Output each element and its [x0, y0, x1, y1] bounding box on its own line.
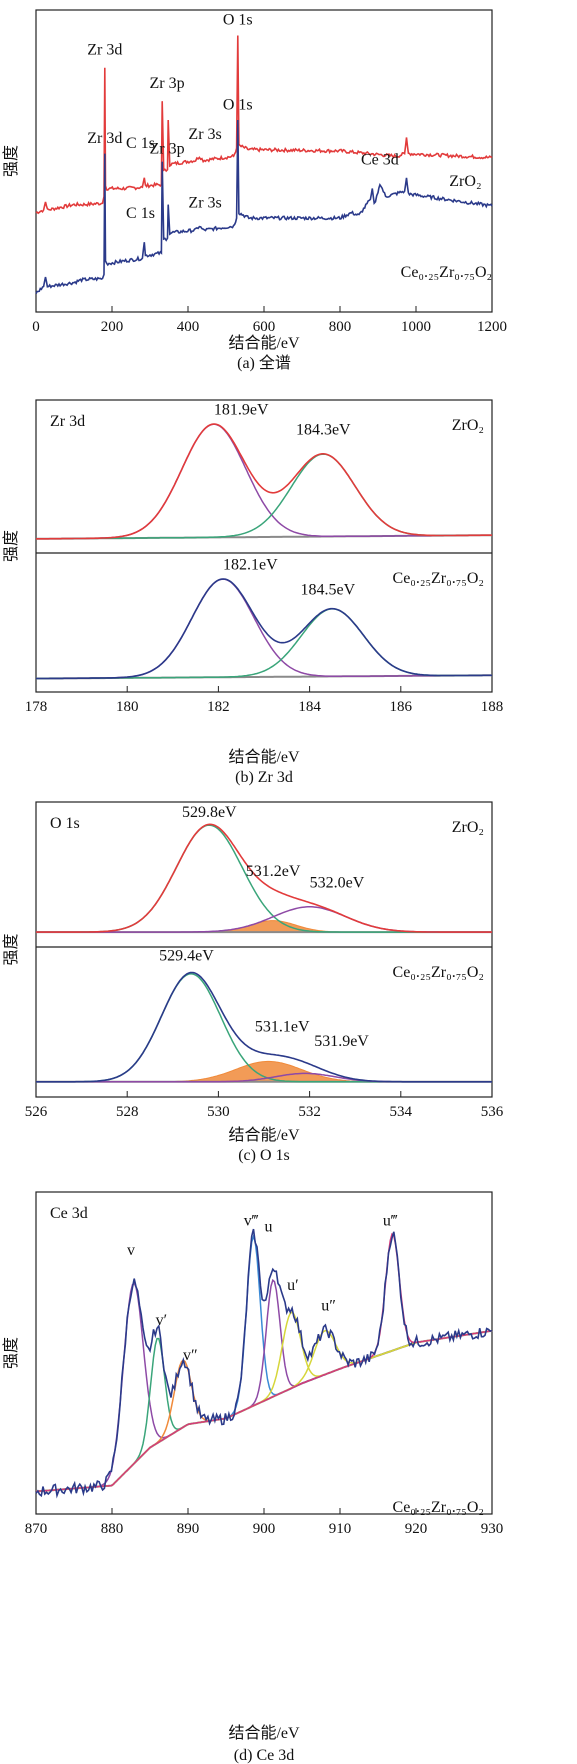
- sample-label: Ce₀.₂₅Zr₀.₇₅O₂: [393, 1499, 484, 1516]
- peak-label: u: [265, 1219, 273, 1236]
- y-axis-label: 强度: [2, 1337, 20, 1369]
- figure-caption: (a) 全谱: [237, 354, 291, 372]
- envelope-line: [36, 578, 492, 680]
- peak-label: v‴: [244, 1213, 259, 1230]
- x-tick-label: 536: [481, 1104, 504, 1120]
- x-tick-label: 400: [177, 319, 200, 335]
- peak-label: Zr 3d: [87, 41, 122, 58]
- peak-fill-1: [36, 920, 492, 933]
- x-tick-label: 186: [390, 699, 413, 715]
- y-axis-label: 强度: [2, 145, 20, 177]
- x-tick-label: 910: [329, 1521, 352, 1537]
- series-line-1: [35, 119, 493, 295]
- x-tick-label: 900: [253, 1521, 276, 1537]
- x-tick-label: 890: [177, 1521, 200, 1537]
- x-tick-label: 188: [481, 699, 504, 715]
- peak-label: Zr 3s: [188, 126, 221, 143]
- peak-label: 532.0eV: [310, 874, 365, 891]
- x-tick-label: 930: [481, 1521, 504, 1537]
- x-tick-label: 600: [253, 319, 276, 335]
- peak-component-1: [36, 608, 492, 680]
- peak-label: 184.5eV: [301, 582, 356, 599]
- peak-component-3: [35, 1233, 493, 1493]
- sample-label: Ce₀.₂₅Zr₀.₇₅O₂: [393, 964, 484, 981]
- panel-title: Ce 3d: [50, 1205, 88, 1222]
- peak-label: 182.1eV: [223, 557, 278, 574]
- peak-label: ZrO₂: [449, 173, 481, 190]
- peak-component-7: [35, 1232, 493, 1493]
- x-tick-label: 180: [116, 699, 139, 715]
- x-tick-label: 880: [101, 1521, 124, 1537]
- x-tick-label: 526: [25, 1104, 48, 1120]
- panel-title: O 1s: [50, 815, 80, 832]
- x-tick-label: 200: [101, 319, 124, 335]
- envelope-line: [36, 823, 492, 933]
- sample-label: Ce₀.₂₅Zr₀.₇₅O₂: [393, 570, 484, 587]
- x-tick-label: 532: [298, 1104, 321, 1120]
- peak-label: Ce₀.₂₅Zr₀.₇₅O₂: [401, 264, 492, 281]
- peak-label: u‴: [383, 1213, 398, 1230]
- x-axis-label: 结合能/eV: [228, 1126, 300, 1144]
- x-axis-label: 结合能/eV: [228, 334, 300, 352]
- x-tick-label: 1000: [401, 319, 431, 335]
- peak-label: O 1s: [223, 12, 253, 29]
- peak-label: Zr 3s: [188, 194, 221, 211]
- sample-label: ZrO₂: [452, 819, 484, 836]
- peak-label: 184.3eV: [296, 421, 351, 438]
- peak-label: Ce 3d: [361, 151, 399, 168]
- peak-label: O 1s: [223, 96, 253, 113]
- peak-component-0: [35, 1281, 493, 1493]
- x-tick-label: 528: [116, 1104, 139, 1120]
- x-tick-label: 530: [207, 1104, 230, 1120]
- peak-label: 531.9eV: [314, 1033, 369, 1050]
- y-axis-label: 强度: [2, 530, 20, 562]
- x-tick-label: 800: [329, 319, 352, 335]
- peak-label: C 1s: [126, 135, 155, 152]
- peak-label: u′: [287, 1277, 299, 1294]
- peak-label: v″: [183, 1347, 198, 1364]
- x-axis-label: 结合能/eV: [228, 748, 300, 766]
- peak-component-1: [35, 453, 492, 540]
- x-tick-label: 870: [25, 1521, 48, 1537]
- y-axis-label: 强度: [2, 933, 20, 965]
- peak-label: Zr 3p: [150, 75, 185, 92]
- peak-component-4: [35, 1278, 493, 1493]
- x-tick-label: 0: [32, 319, 40, 335]
- peak-label: Zr 3d: [87, 130, 122, 147]
- plot-frame: [35, 801, 493, 1098]
- x-tick-label: 178: [25, 699, 48, 715]
- peak-label: 529.4eV: [159, 948, 214, 965]
- peak-label: Zr 3p: [150, 141, 185, 158]
- peak-label: 181.9eV: [214, 402, 269, 419]
- series-line-0: [35, 35, 493, 215]
- envelope-line: [36, 971, 492, 1083]
- peak-label: 531.1eV: [255, 1018, 310, 1035]
- x-axis-label: 结合能/eV: [228, 1724, 300, 1742]
- envelope-line: [35, 1228, 493, 1499]
- sample-label: ZrO₂: [452, 417, 484, 434]
- figure-caption: (d) Ce 3d: [234, 1747, 294, 1764]
- peak-label: C 1s: [126, 205, 155, 222]
- peak-label: u″: [321, 1297, 336, 1314]
- peak-label: v′: [156, 1312, 168, 1329]
- panel-title: Zr 3d: [50, 413, 85, 430]
- peak-label: 529.8eV: [182, 804, 237, 821]
- x-tick-label: 184: [298, 699, 321, 715]
- x-tick-label: 1200: [477, 319, 507, 335]
- peak-label: 531.2eV: [246, 863, 301, 880]
- figure-caption: (b) Zr 3d: [235, 769, 293, 786]
- x-tick-label: 920: [405, 1521, 428, 1537]
- x-tick-label: 182: [207, 699, 230, 715]
- envelope-line: [36, 423, 492, 540]
- peak-label: v: [127, 1242, 135, 1259]
- figure-caption: (c) O 1s: [238, 1147, 290, 1164]
- plot-frame: [35, 399, 493, 693]
- x-tick-label: 534: [390, 1104, 413, 1120]
